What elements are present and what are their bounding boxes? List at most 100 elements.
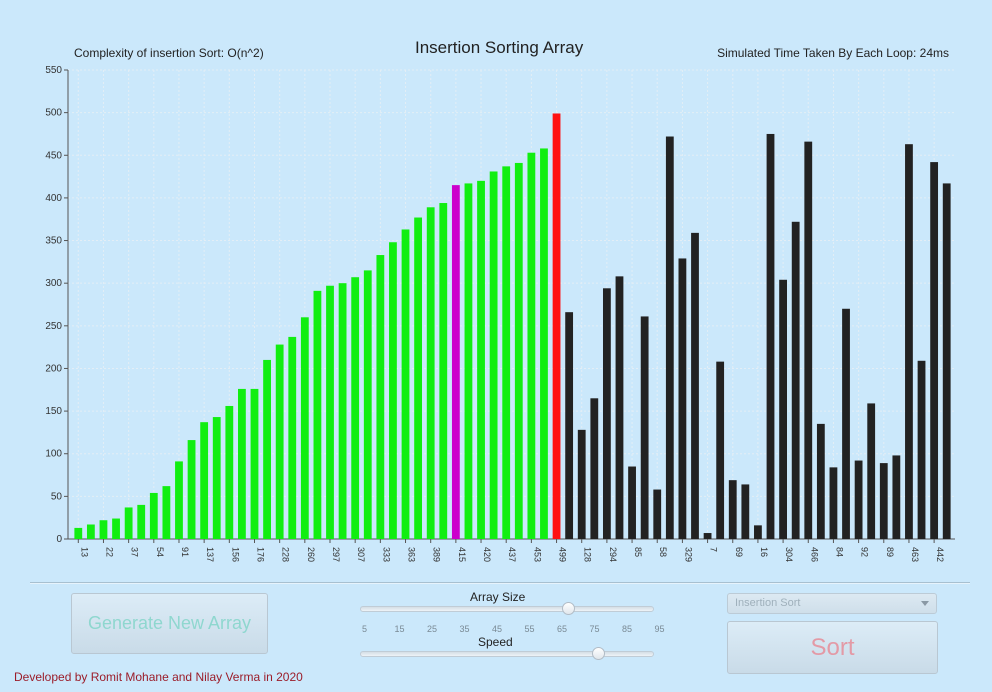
bar xyxy=(917,360,926,539)
x-tick-label: 22 xyxy=(104,547,114,557)
y-tick-label: 300 xyxy=(45,278,62,289)
bar xyxy=(665,136,674,539)
array-size-tick-label: 65 xyxy=(557,624,568,634)
bar xyxy=(124,507,133,539)
array-size-tick-label: 45 xyxy=(492,624,503,634)
x-tick-label: 363 xyxy=(407,547,417,562)
complexity-label: Complexity of insertion Sort: O(n^2) xyxy=(74,46,264,60)
bar xyxy=(628,466,636,539)
bar xyxy=(439,203,448,539)
bar xyxy=(892,455,901,539)
x-tick-label: 13 xyxy=(79,547,89,557)
bar xyxy=(414,217,423,539)
bar xyxy=(212,417,221,539)
bar-chart: 0 50 100 150 200 250 300 350 400 450 500 550 13 22 37 5… xyxy=(45,65,955,562)
y-tick-label: 450 xyxy=(45,150,62,161)
array-size-tick-label: 25 xyxy=(427,624,438,634)
bar xyxy=(389,242,397,539)
bar xyxy=(791,221,800,539)
speed-label: Speed xyxy=(478,635,513,649)
bar xyxy=(376,255,385,540)
x-tick-label: 58 xyxy=(658,547,668,557)
x-tick-label: 260 xyxy=(306,547,316,562)
speed-thumb[interactable] xyxy=(591,647,605,660)
bar xyxy=(728,480,737,539)
bar xyxy=(363,270,372,539)
y-tick-label: 150 xyxy=(45,406,62,417)
x-tick-label: 69 xyxy=(734,547,744,557)
bar xyxy=(653,489,662,539)
bar xyxy=(527,152,536,539)
x-tick-label: 84 xyxy=(834,547,844,557)
x-tick-label: 37 xyxy=(130,547,140,557)
x-tick-label: 466 xyxy=(809,547,819,562)
y-tick-label: 500 xyxy=(45,108,62,119)
y-tick-label: 250 xyxy=(45,321,62,332)
x-tick-label: 297 xyxy=(331,547,341,562)
x-tick-label: 54 xyxy=(155,547,165,557)
array-size-thumb[interactable] xyxy=(561,602,575,615)
bar xyxy=(313,290,322,539)
x-tick-label: 415 xyxy=(457,547,467,562)
bar xyxy=(250,388,259,539)
y-tick-label: 550 xyxy=(45,65,62,76)
bar xyxy=(691,232,699,539)
array-size-tick-label: 35 xyxy=(459,624,470,634)
array-size-tick-label: 15 xyxy=(394,624,405,634)
bar xyxy=(905,144,913,540)
array-size-tick-label: 95 xyxy=(654,624,665,634)
bar xyxy=(640,316,649,539)
array-size-label: Array Size xyxy=(470,590,526,604)
array-size-track[interactable] xyxy=(360,606,654,612)
generate-new-array-button[interactable]: Generate New Array xyxy=(71,593,268,654)
bar xyxy=(615,276,624,539)
bar xyxy=(930,162,939,539)
chevron-down-icon xyxy=(921,601,929,606)
bar xyxy=(225,405,234,539)
bar xyxy=(854,460,863,539)
x-tick-label: 85 xyxy=(633,547,643,557)
x-tick-label: 437 xyxy=(507,547,517,562)
speed-track[interactable] xyxy=(360,651,654,657)
x-tick-label: 7 xyxy=(709,547,719,552)
bar xyxy=(86,524,95,539)
bar xyxy=(99,520,108,539)
x-tick-label: 389 xyxy=(432,547,442,562)
bar xyxy=(754,525,762,539)
array-size-tick-label: 75 xyxy=(589,624,600,634)
bar xyxy=(766,133,775,540)
algorithm-select-value: Insertion Sort xyxy=(735,597,801,609)
bar xyxy=(477,180,485,539)
bar xyxy=(426,207,435,539)
bar xyxy=(149,492,158,539)
bar xyxy=(200,422,209,539)
y-tick-label: 400 xyxy=(45,193,62,204)
y-tick-label: 350 xyxy=(45,236,62,247)
x-tick-label: 420 xyxy=(482,547,492,562)
bar xyxy=(464,183,473,539)
bar xyxy=(401,229,410,539)
bar xyxy=(187,440,196,539)
bar xyxy=(175,461,183,539)
x-tick-label: 333 xyxy=(381,547,391,562)
bar xyxy=(112,518,120,539)
y-tick-label: 0 xyxy=(56,534,62,545)
sort-button-label: Sort xyxy=(810,633,855,661)
sort-button[interactable]: Sort xyxy=(727,621,938,674)
x-tick-label: 499 xyxy=(558,547,568,562)
y-tick-label: 200 xyxy=(45,363,62,374)
divider xyxy=(30,582,970,584)
x-tick-label: 92 xyxy=(860,547,870,557)
bar xyxy=(451,185,460,540)
bar xyxy=(326,285,334,539)
x-tick-label: 91 xyxy=(180,547,190,557)
bar xyxy=(540,148,548,539)
x-tick-label: 463 xyxy=(910,547,920,562)
bar xyxy=(842,308,850,539)
bar xyxy=(263,359,271,539)
bar xyxy=(741,484,750,539)
bar xyxy=(590,398,599,539)
bar xyxy=(288,336,297,539)
algorithm-select[interactable]: Insertion Sort xyxy=(727,593,937,614)
bar xyxy=(552,113,561,540)
